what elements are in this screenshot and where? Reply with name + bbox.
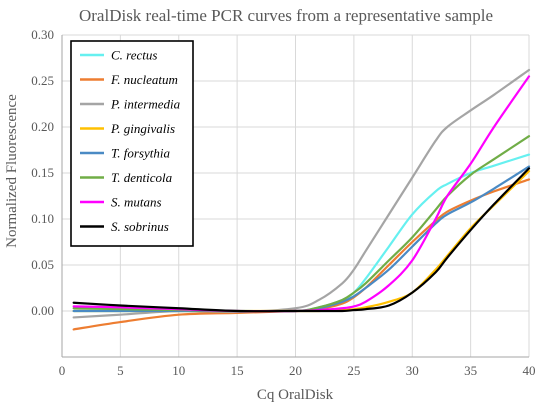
x-tick-label: 0 [59, 363, 66, 378]
y-tick-label: 0.05 [31, 257, 54, 272]
legend-label-c-rectus: C. rectus [111, 48, 157, 63]
legend-box [70, 40, 194, 247]
x-tick-label: 40 [523, 363, 536, 378]
legend-label-s-mutans: S. mutans [111, 195, 162, 210]
series-line-s-sobrinus [72, 167, 531, 313]
legend-label-f-nucleatum: F. nucleatum [110, 72, 178, 87]
x-tick-label: 30 [406, 363, 419, 378]
y-tick-label: 0.15 [31, 165, 54, 180]
y-tick-label: 0.25 [31, 73, 54, 88]
y-tick-label: 0.10 [31, 211, 54, 226]
y-tick-label: 0.30 [31, 27, 54, 42]
y-tick-label: 0.20 [31, 119, 54, 134]
x-tick-label: 25 [347, 363, 360, 378]
y-tick-label: 0.00 [31, 303, 54, 318]
legend-label-p-intermedia: P. intermedia [110, 97, 181, 112]
x-tick-label: 15 [231, 363, 244, 378]
legend-label-p-gingivalis: P. gingivalis [110, 121, 175, 136]
legend-label-t-denticola: T. denticola [111, 170, 173, 185]
legend: C. rectus F. nucleatum P. intermedia P. gin… [70, 40, 194, 247]
x-tick-label: 5 [117, 363, 124, 378]
axes: 0.30 0.25 0.20 0.15 0.10 0.05 0.00 0 5 10 15 20 25 30… [31, 27, 535, 378]
x-tick-label: 10 [172, 363, 185, 378]
y-axis-label: Normalized Fluorescence [4, 94, 20, 248]
legend-label-t-forsythia: T. forsythia [111, 146, 170, 161]
x-tick-label: 20 [289, 363, 302, 378]
series-lines [72, 68, 531, 331]
x-axis-label: Cq OralDisk [257, 387, 334, 403]
chart-title: OralDisk real-time PCR curves from a rep… [79, 6, 493, 25]
grid [62, 34, 530, 357]
legend-label-s-sobrinus: S. sobrinus [111, 219, 169, 234]
x-tick-label: 35 [464, 363, 477, 378]
